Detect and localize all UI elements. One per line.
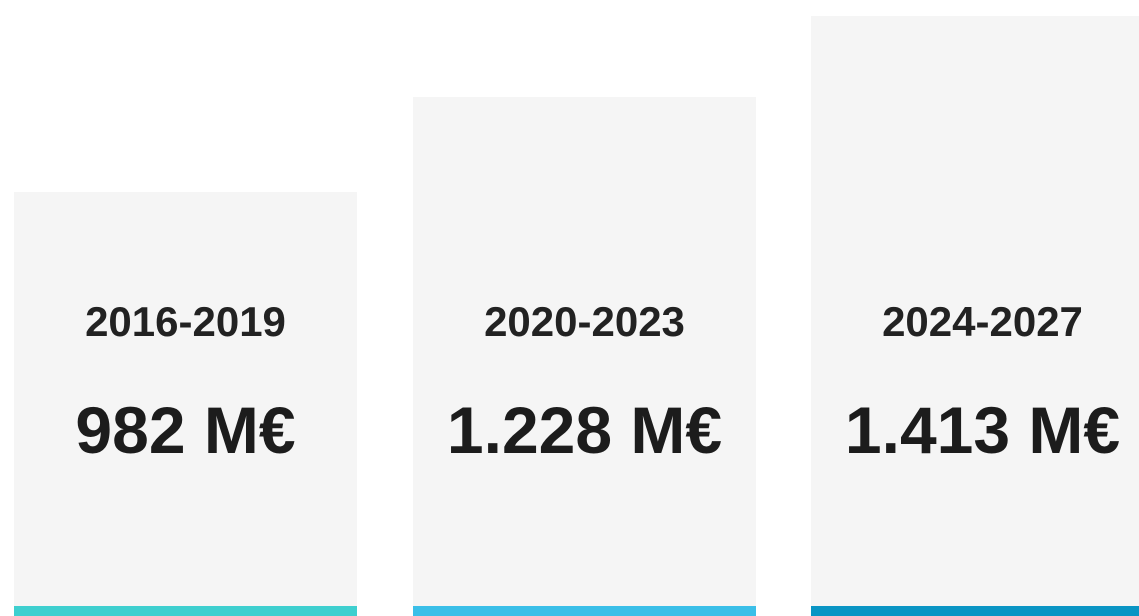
color-strip <box>811 606 1139 616</box>
period-value: 1.413 M€ <box>844 393 1121 467</box>
period-card: 2020-2023 1.228 M€ <box>413 97 756 616</box>
period-card: 2016-2019 982 M€ <box>14 192 357 616</box>
color-strip <box>413 606 756 616</box>
period-value: 1.228 M€ <box>446 393 723 467</box>
period-label: 2020-2023 <box>484 298 685 345</box>
period-value: 982 M€ <box>75 393 296 467</box>
period-card: 2024-2027 1.413 M€ <box>811 16 1139 616</box>
period-label: 2016-2019 <box>85 298 286 345</box>
color-strip <box>14 606 357 616</box>
period-label: 2024-2027 <box>882 298 1083 345</box>
